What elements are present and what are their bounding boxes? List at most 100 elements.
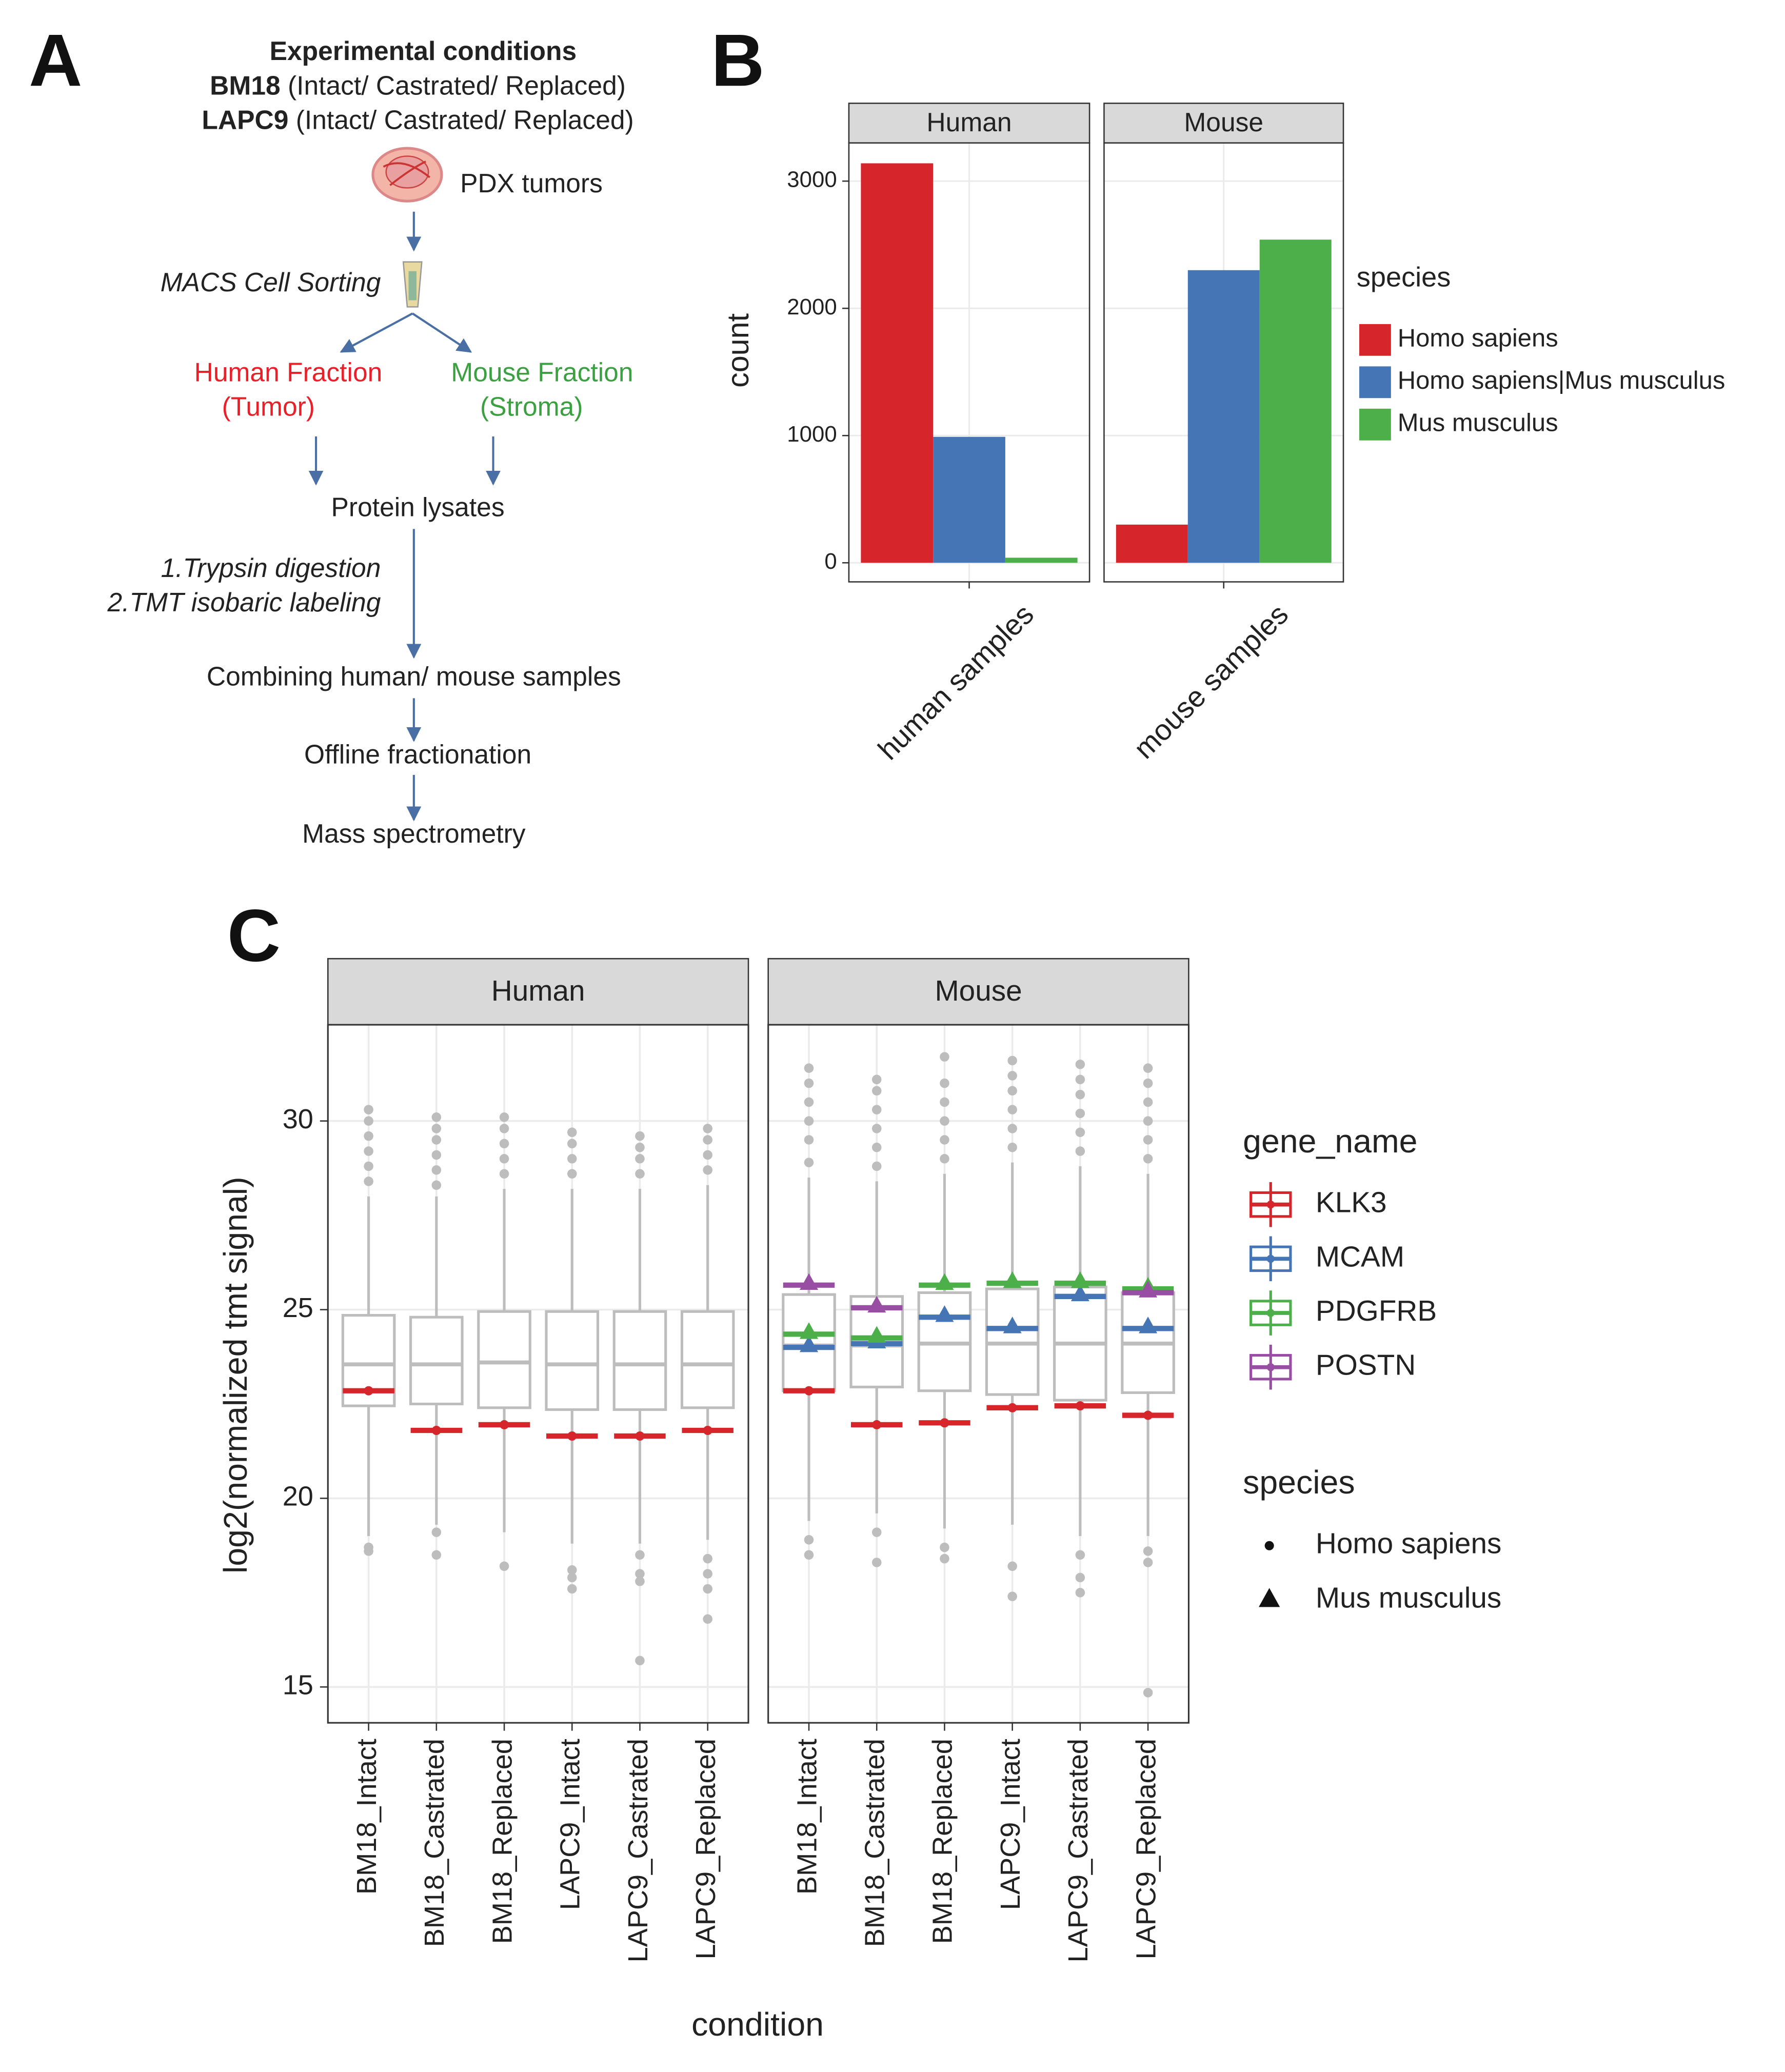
gene-point [867, 1296, 886, 1313]
outlier [804, 1063, 814, 1073]
bar [1187, 270, 1260, 563]
node-label: Mass spectrometry [302, 819, 526, 848]
outlier [1075, 1060, 1085, 1069]
y-tick-label: 25 [283, 1292, 313, 1323]
gene-point [1075, 1401, 1085, 1411]
gene-point [364, 1386, 373, 1396]
bar [933, 436, 1005, 563]
outlier [1075, 1146, 1085, 1156]
gene-point [635, 1431, 645, 1441]
outlier [703, 1553, 712, 1564]
legend-label: Homo sapiens [1316, 1528, 1501, 1560]
outlier [1007, 1124, 1017, 1133]
legend-label: Homo sapiens|Mus musculus [1398, 367, 1726, 394]
outlier [499, 1153, 509, 1164]
legend-shape [1259, 1588, 1280, 1607]
outlier [431, 1135, 442, 1145]
gene-point [1003, 1317, 1022, 1333]
model: BM18 [210, 70, 281, 100]
outlier [940, 1116, 949, 1126]
x-tick-label: BM18_Castrated [419, 1739, 450, 1947]
outlier [431, 1180, 442, 1190]
outlier [1143, 1546, 1153, 1556]
x-tick-label: BM18_Replaced [487, 1739, 518, 1944]
gene-point [799, 1273, 819, 1290]
outlier [499, 1124, 509, 1133]
x-tick-label: BM18_Intact [351, 1739, 382, 1895]
outlier [1007, 1591, 1017, 1601]
y-tick-label: 3000 [787, 167, 837, 192]
node-label: Protein lysates [331, 492, 505, 522]
outlier [431, 1550, 442, 1560]
outlier [635, 1569, 645, 1579]
step-label: 2.TMT isobaric labeling [107, 587, 381, 617]
gene-point [935, 1305, 954, 1322]
x-tick-label: BM18_Castrated [860, 1739, 890, 1947]
outlier [431, 1112, 442, 1122]
outlier [871, 1086, 882, 1096]
outlier [1143, 1063, 1153, 1073]
outlier [431, 1124, 442, 1133]
x-tick-label: LAPC9_Intact [555, 1739, 586, 1910]
legend-label: POSTN [1316, 1349, 1416, 1382]
legend-label: PDGFRB [1316, 1295, 1437, 1327]
node-label: MACS Cell Sorting [161, 267, 381, 297]
bar [1116, 524, 1188, 563]
outlier [1007, 1142, 1017, 1152]
workflow-diagram: Experimental conditions BM18 (Intact/ Ca… [107, 36, 634, 848]
legend-swatch [1359, 366, 1391, 399]
outlier [940, 1097, 949, 1107]
outlier [1143, 1688, 1153, 1698]
y-axis-label: count [721, 313, 755, 388]
gene-point [1139, 1317, 1158, 1333]
outlier [567, 1169, 577, 1179]
outlier [431, 1150, 442, 1160]
node-label: Combining human/ mouse samples [207, 661, 621, 691]
panel-border [767, 1024, 1189, 1724]
outlier [703, 1569, 712, 1579]
diagram-title: Experimental conditions [270, 36, 577, 66]
node-label: Offline fractionation [304, 739, 531, 769]
outlier [1143, 1097, 1153, 1107]
node-label: PDX tumors [460, 168, 603, 198]
outlier [871, 1105, 882, 1114]
outlier [804, 1550, 814, 1560]
outlier [1075, 1550, 1085, 1560]
outlier [1075, 1127, 1085, 1138]
box [477, 1310, 531, 1409]
outlier [364, 1116, 373, 1126]
outlier [364, 1131, 373, 1141]
gene-point [1139, 1281, 1158, 1298]
legend-key [1266, 1254, 1275, 1263]
outlier [431, 1165, 442, 1175]
legend-title: species [1357, 262, 1451, 293]
outlier [703, 1165, 712, 1175]
gene-point [567, 1431, 577, 1441]
x-tick-label: LAPC9_Castrated [623, 1739, 653, 1962]
bar [1259, 240, 1332, 563]
outlier [940, 1542, 949, 1552]
step-label: 1.Trypsin digestion [161, 553, 381, 583]
outlier [499, 1561, 509, 1571]
y-tick-label: 15 [283, 1670, 313, 1701]
outlier [1075, 1572, 1085, 1583]
outlier [1007, 1561, 1017, 1571]
facet-label: Human [491, 975, 585, 1007]
outlier [1075, 1588, 1085, 1598]
outlier [499, 1112, 509, 1122]
y-tick-label: 0 [824, 549, 837, 574]
legend-label: KLK3 [1316, 1187, 1387, 1219]
x-tick-label: LAPC9_Replaced [690, 1739, 721, 1959]
facet-strip [327, 958, 749, 1026]
legend-label: Mus musculus [1316, 1582, 1501, 1614]
panel-label: B [711, 18, 764, 102]
gene-point [431, 1425, 441, 1436]
panel-label: A [29, 18, 82, 102]
outlier [364, 1161, 373, 1171]
outlier [499, 1139, 509, 1149]
gene-point [804, 1386, 814, 1396]
legend-swatch [1359, 324, 1391, 356]
gene-point [935, 1273, 954, 1290]
node-label: (Tumor) [222, 391, 315, 421]
outlier [499, 1169, 509, 1179]
